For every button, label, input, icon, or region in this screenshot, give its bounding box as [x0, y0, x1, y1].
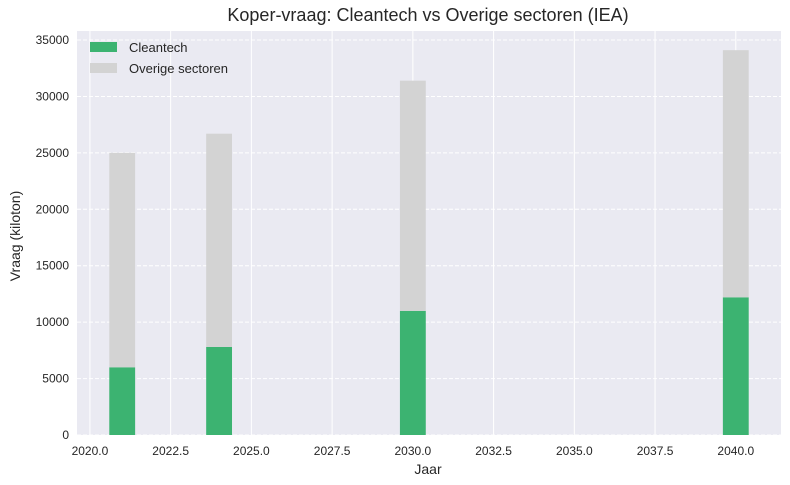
- y-tick-label: 30000: [36, 89, 70, 103]
- x-ticks: 2020.0 2022.5 2025.0 2027.5 2030.0 2032.5 2035…: [72, 444, 755, 458]
- y-tick-label: 25000: [36, 146, 70, 160]
- legend-label: Cleantech: [129, 40, 188, 55]
- x-tick-label: 2025.0: [233, 444, 270, 458]
- x-tick-label: 2022.5: [152, 444, 189, 458]
- x-tick-label: 2027.5: [314, 444, 351, 458]
- x-tick-label: 2040.0: [717, 444, 754, 458]
- legend-swatch: [90, 42, 117, 52]
- y-tick-label: 15000: [36, 259, 70, 273]
- y-tick-label: 5000: [42, 372, 69, 386]
- plot-area: [77, 31, 781, 435]
- bar-cleantech-2040: [722, 297, 749, 435]
- legend: Cleantech Overige sectoren: [90, 40, 228, 76]
- y-tick-label: 35000: [36, 33, 70, 47]
- bar-overige-2030: [399, 80, 426, 311]
- chart-title: Koper-vraag: Cleantech vs Overige sector…: [227, 5, 628, 25]
- x-tick-label: 2032.5: [475, 444, 512, 458]
- grid: [77, 31, 781, 436]
- bar-overige-2021: [109, 152, 136, 368]
- y-tick-label: 10000: [36, 315, 70, 329]
- y-ticks: 0 5000 10000 15000 20000 25000 30000 35000: [36, 33, 70, 442]
- bar-cleantech-2024: [206, 346, 233, 435]
- x-tick-label: 2037.5: [637, 444, 674, 458]
- x-tick-label: 2020.0: [72, 444, 109, 458]
- bar-overige-2024: [206, 133, 233, 347]
- y-tick-label: 20000: [36, 202, 70, 216]
- bar-overige-2040: [722, 50, 749, 298]
- bars: [109, 50, 749, 435]
- legend-label: Overige sectoren: [129, 61, 228, 76]
- legend-swatch: [90, 63, 117, 73]
- x-axis-label: Jaar: [414, 461, 442, 477]
- x-tick-label: 2030.0: [395, 444, 432, 458]
- bar-cleantech-2030: [399, 310, 426, 435]
- x-tick-label: 2035.0: [556, 444, 593, 458]
- bar-cleantech-2021: [109, 367, 136, 435]
- y-axis-label: Vraag (kiloton): [7, 191, 23, 282]
- y-tick-label: 0: [62, 428, 69, 442]
